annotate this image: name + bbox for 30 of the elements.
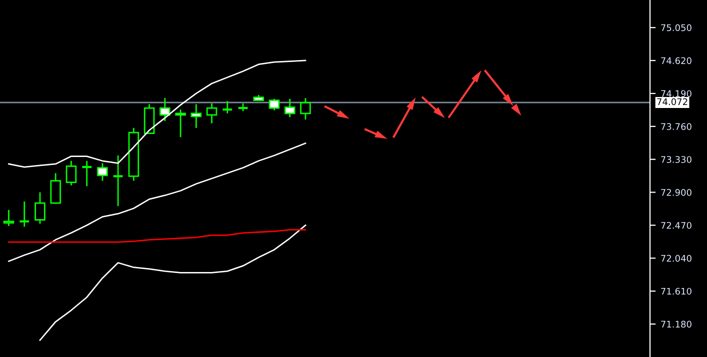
y-tick-label: 73.330	[661, 156, 692, 163]
y-tick-label: 73.760	[661, 123, 692, 130]
candlestick	[300, 97, 311, 120]
ref-line-label: 74.072	[657, 98, 688, 106]
candlestick	[190, 103, 202, 129]
candlestick	[50, 172, 61, 204]
candlestick	[34, 192, 46, 224]
y-tick-label: 75.050	[661, 24, 692, 32]
candlestick	[175, 108, 186, 138]
y-tick-label: 71.180	[661, 320, 692, 328]
line-series	[8, 229, 306, 243]
candlestick	[160, 97, 170, 122]
y-tick-label: 71.610	[661, 288, 692, 295]
y-tick-label: 72.470	[661, 222, 692, 229]
candlestick	[206, 102, 218, 124]
candlestick	[222, 100, 234, 114]
y-tick-label: 74.620	[661, 57, 692, 64]
line-series	[8, 142, 306, 262]
candlestick	[18, 200, 30, 228]
y-tick-label: 72.040	[661, 254, 692, 262]
candlestick	[268, 98, 280, 112]
candlestick	[112, 154, 124, 207]
candlestick	[3, 209, 14, 227]
line-series	[8, 60, 306, 168]
line-series	[39, 224, 306, 341]
candlestick	[284, 98, 296, 118]
y-tick-label: 72.900	[661, 189, 692, 196]
candlestick	[81, 160, 93, 187]
candlestick	[66, 160, 77, 186]
y-tick-label: 74.190	[661, 90, 692, 98]
